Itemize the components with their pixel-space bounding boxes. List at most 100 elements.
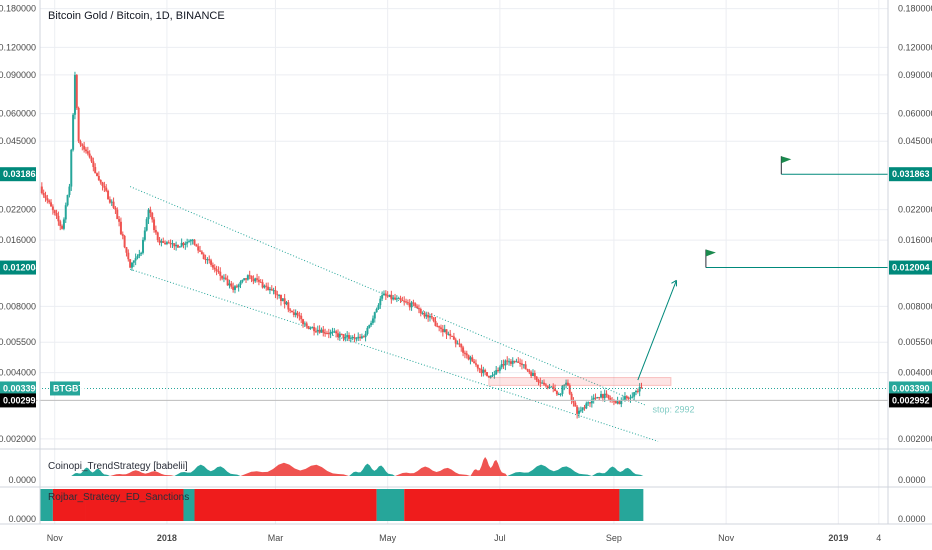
candle-body [346, 335, 349, 338]
y-tick-left: 0.022000 [0, 205, 36, 215]
y-tick-right: 0.005500 [898, 337, 932, 347]
candle-body [386, 295, 389, 297]
candle-body [228, 283, 231, 286]
candle-body [184, 243, 187, 245]
candle-body [508, 361, 511, 363]
candle-body [176, 244, 179, 248]
indicator-panels [40, 457, 644, 521]
y-tick-right: 0.060000 [898, 109, 932, 119]
candle-body [403, 300, 406, 302]
candle-body [254, 278, 257, 282]
candle-body [232, 286, 235, 290]
candle-body [382, 293, 385, 296]
candle-body [546, 385, 549, 389]
channel-lower-line [129, 268, 659, 442]
candle-body [261, 282, 264, 288]
candle-body [570, 393, 573, 401]
candle-body [458, 343, 461, 345]
candle-body [364, 333, 367, 338]
candle-body [633, 392, 636, 397]
candle-body [108, 199, 111, 203]
candle-body [171, 243, 174, 245]
candle-body [96, 173, 99, 176]
indicator-1-label: Coinopi_TrendStrategy [babelii] [48, 461, 188, 472]
symbol-tag-bg [50, 381, 80, 396]
candle-body [487, 375, 490, 378]
chart-title: Bitcoin Gold / Bitcoin, 1D, BINANCE [48, 10, 225, 22]
candle-body [213, 267, 216, 270]
candle-body [294, 312, 297, 315]
x-tick: 4 [876, 533, 881, 543]
indicator-1-area [507, 464, 592, 476]
y-tick-left: 0.005500 [0, 337, 36, 347]
candle-body [46, 198, 49, 201]
candle-body [355, 338, 358, 340]
candle-body [130, 262, 133, 268]
candle-body [134, 258, 137, 261]
candle-body [618, 401, 621, 405]
candle-body [568, 385, 571, 394]
candle-body [291, 310, 294, 313]
candle-body [305, 323, 308, 327]
candle-body [219, 271, 222, 276]
resistance-zone [488, 377, 672, 386]
candle-body [83, 145, 86, 150]
candle-body [307, 326, 310, 329]
candle-body [167, 242, 170, 244]
candle-body [151, 212, 154, 220]
candle-body [259, 281, 262, 283]
candle-body [620, 400, 623, 405]
candle-body [320, 329, 323, 333]
candle-body [101, 182, 104, 187]
candle-body [313, 326, 316, 332]
target2-tag-right: 0.012004 [892, 263, 930, 273]
candle-body [469, 357, 472, 360]
candle-body [594, 397, 597, 399]
candle-body [498, 367, 501, 371]
candle-body [164, 242, 167, 244]
candle-body [230, 283, 233, 287]
candle-body [381, 295, 384, 299]
candle-body [579, 410, 582, 412]
y-tick-right: 0.002000 [898, 434, 932, 444]
stop-label: stop: 2992 [653, 404, 695, 414]
candle-body [70, 149, 73, 187]
candle-body [239, 281, 242, 285]
y-tick-left: 0.060000 [0, 109, 36, 119]
candle-body [451, 335, 454, 337]
candle-body [555, 391, 558, 395]
candle-body [314, 331, 317, 333]
candle-body [528, 370, 531, 373]
y-tick-left: 0.120000 [0, 42, 36, 52]
candle-body [311, 326, 314, 329]
candle-body [443, 329, 446, 333]
candle-body [484, 369, 487, 373]
candle-body [241, 279, 244, 282]
x-tick: Mar [268, 533, 284, 543]
candle-body [329, 331, 332, 334]
candle-body [577, 410, 580, 414]
candle-body [302, 319, 305, 325]
candle-body [533, 373, 536, 377]
candle-body [616, 401, 619, 404]
candle-body [511, 360, 514, 364]
y-tick-right: 0.008000 [898, 301, 932, 311]
candle-body [178, 246, 181, 248]
candle-body [110, 201, 113, 203]
target2-tag-left: 0.012004 [3, 263, 41, 273]
candle-body [452, 336, 455, 340]
candle-body [316, 329, 319, 332]
x-tick: Nov [718, 533, 735, 543]
candle-body [90, 157, 93, 162]
x-tick: 2018 [157, 533, 177, 543]
indicator-2-band [619, 489, 644, 521]
candle-body [243, 278, 246, 280]
candle-body [267, 286, 270, 291]
candle-body [324, 332, 327, 334]
candle-body [552, 386, 555, 389]
candle-body [103, 186, 106, 188]
candle-body [51, 206, 54, 211]
candle-body [202, 254, 205, 259]
candle-body [471, 357, 474, 362]
